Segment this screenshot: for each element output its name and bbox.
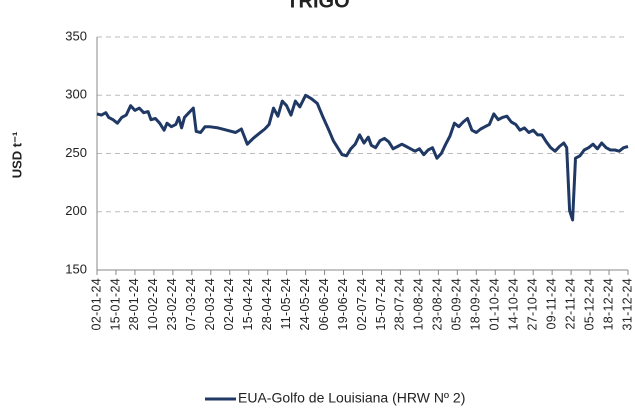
x-tick-label: 22-11-24	[563, 278, 577, 330]
x-tick-label: 18-09-24	[469, 278, 483, 330]
x-tick-label: 15-07-24	[374, 278, 388, 330]
x-tick-label: 14-10-24	[507, 278, 521, 330]
x-tick-label: 28-04-24	[260, 278, 274, 330]
x-tick-label: 02-01-24	[89, 278, 103, 330]
y-tick-label: 350	[65, 28, 87, 43]
x-tick-label: 20-03-24	[203, 278, 217, 330]
x-tick-label: 05-12-24	[582, 278, 596, 330]
x-tick-label: 02-04-24	[222, 278, 236, 330]
y-tick-label: 250	[65, 145, 87, 160]
x-tick-label: 05-09-24	[450, 278, 464, 330]
x-tick-label: 10-02-24	[146, 278, 160, 330]
x-tick-label: 27-10-24	[525, 278, 539, 330]
x-tick-label: 10-08-24	[412, 278, 426, 330]
y-tick-label: 150	[65, 261, 87, 276]
x-tick-label: 15-04-24	[241, 278, 255, 330]
x-tick-label: 28-07-24	[393, 278, 407, 330]
x-tick-label: 23-08-24	[431, 278, 445, 330]
x-tick-label: 24-05-24	[298, 278, 312, 330]
series-line	[96, 93, 629, 222]
y-axis-label: USD t⁻¹	[9, 132, 24, 179]
x-tick-label: 01-10-24	[488, 278, 502, 330]
x-tick-label: 18-12-24	[601, 278, 615, 330]
x-tick-label: 28-01-24	[127, 278, 141, 330]
x-tick-label: 15-01-24	[108, 278, 122, 330]
y-tick-label: 200	[65, 203, 87, 218]
x-tick-label: 31-12-24	[620, 278, 634, 330]
x-tick-label: 02-07-24	[355, 278, 369, 330]
x-tick-label: 11-05-24	[279, 278, 293, 330]
x-tick-label: 23-02-24	[165, 278, 179, 330]
chart-title: TRIGO	[286, 0, 349, 12]
legend-label: EUA-Golfo de Louisiana (HRW Nº 2)	[238, 390, 465, 406]
y-tick-label: 300	[65, 87, 87, 102]
x-tick-label: 07-03-24	[184, 278, 198, 330]
x-tick-label: 19-06-24	[336, 278, 350, 330]
x-tick-label: 09-11-24	[544, 278, 558, 330]
x-tick-label: 06-06-24	[317, 278, 331, 330]
